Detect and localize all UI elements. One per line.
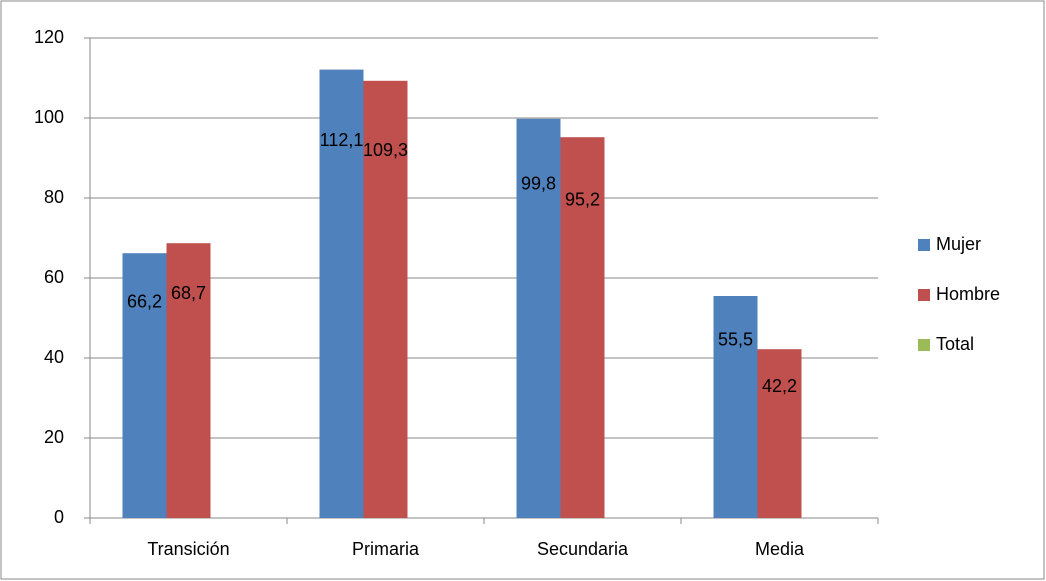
y-tick-label: 60 — [44, 267, 64, 287]
y-tick-label: 20 — [44, 427, 64, 447]
bar — [516, 118, 561, 519]
bar — [319, 69, 364, 518]
data-label: 99,8 — [521, 173, 556, 193]
x-tick-label: Primaria — [352, 539, 420, 559]
data-label: 55,5 — [718, 329, 753, 349]
bar — [757, 349, 802, 518]
x-tick-label: Secundaria — [537, 539, 629, 559]
bar — [713, 296, 758, 518]
bar — [363, 80, 408, 519]
data-label: 112,1 — [320, 130, 364, 150]
data-label: 42,2 — [762, 376, 797, 396]
legend-label: Mujer — [936, 234, 981, 254]
data-label: 109,3 — [363, 140, 408, 160]
data-label: 66,2 — [127, 292, 162, 312]
legend-label: Hombre — [936, 284, 1000, 304]
y-tick-label: 80 — [44, 187, 64, 207]
legend-label: Total — [936, 334, 974, 354]
x-tick-label: Media — [755, 539, 805, 559]
legend-swatch — [918, 239, 930, 251]
y-tick-label: 100 — [34, 107, 64, 127]
y-tick-label: 0 — [54, 507, 64, 527]
bar — [166, 243, 211, 518]
legend-swatch — [918, 339, 930, 351]
bar — [122, 253, 167, 518]
data-label: 68,7 — [171, 283, 206, 303]
x-tick-label: Transición — [147, 539, 229, 559]
y-tick-label: 40 — [44, 347, 64, 367]
y-tick-label: 120 — [34, 27, 64, 47]
bar — [560, 137, 605, 518]
legend-swatch — [918, 289, 930, 301]
data-label: 95,2 — [565, 190, 600, 210]
